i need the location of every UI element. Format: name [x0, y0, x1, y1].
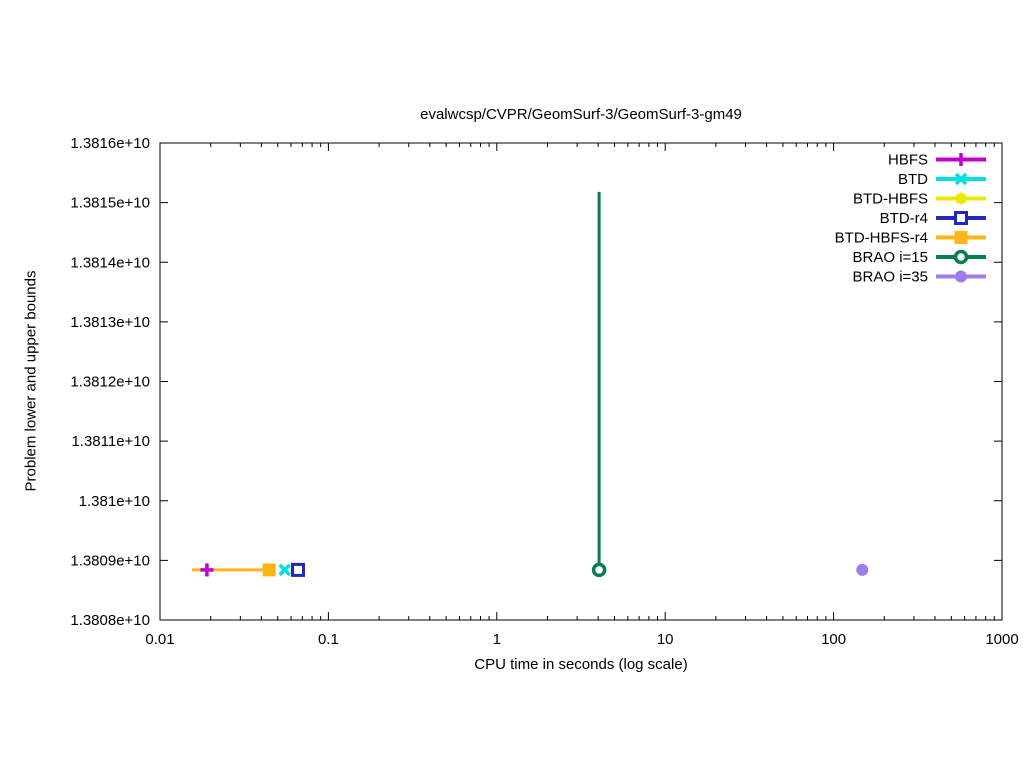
x-axis-label: CPU time in seconds (log scale) — [474, 656, 688, 673]
y-tick-label: 1.3815e+10 — [70, 195, 150, 212]
series-marker-x — [954, 172, 968, 186]
legend-label: HBFS — [888, 152, 928, 169]
chart-title: evalwcsp/CVPR/GeomSurf-3/GeomSurf-3-gm49 — [420, 106, 742, 123]
legend-label: BTD-r4 — [880, 210, 928, 227]
series-marker-filled-circle — [955, 270, 967, 283]
y-tick-label: 1.3812e+10 — [70, 374, 150, 391]
series-marker-filled-square — [262, 563, 276, 577]
y-tick-label: 1.3816e+10 — [70, 135, 150, 152]
legend-label: BTD-HBFS-r4 — [835, 230, 928, 247]
legend-label: BRAO i=15 — [853, 249, 928, 266]
series-marker-open-circle — [953, 249, 969, 265]
y-tick-label: 1.3809e+10 — [70, 552, 150, 569]
series-marker-open-square — [291, 562, 306, 577]
plot-border — [159, 142, 1003, 621]
legend-label: BRAO i=35 — [853, 269, 928, 286]
x-tick-label: 0.1 — [318, 631, 339, 648]
legend-label: BTD-HBFS — [853, 191, 928, 208]
x-tick-label: 10 — [657, 631, 674, 648]
series-marker-filled-circle — [856, 563, 869, 576]
series-marker-filled-square — [954, 231, 968, 244]
x-tick-label: 1 — [493, 631, 501, 648]
series-marker-x — [278, 563, 291, 577]
y-tick-label: 1.3813e+10 — [70, 314, 150, 331]
series-marker-open-square — [954, 211, 968, 225]
y-tick-label: 1.3811e+10 — [71, 433, 150, 450]
legend-label: BTD — [898, 171, 928, 188]
y-tick-label: 1.381e+10 — [79, 493, 150, 510]
series-marker-star — [955, 193, 967, 204]
x-tick-label: 100 — [821, 631, 846, 648]
x-tick-label: 1000 — [985, 631, 1018, 648]
x-tick-label: 0.01 — [145, 631, 174, 648]
series-marker-open-circle — [591, 562, 607, 578]
y-tick-label: 1.3808e+10 — [70, 612, 150, 629]
y-tick-label: 1.3814e+10 — [70, 254, 150, 271]
